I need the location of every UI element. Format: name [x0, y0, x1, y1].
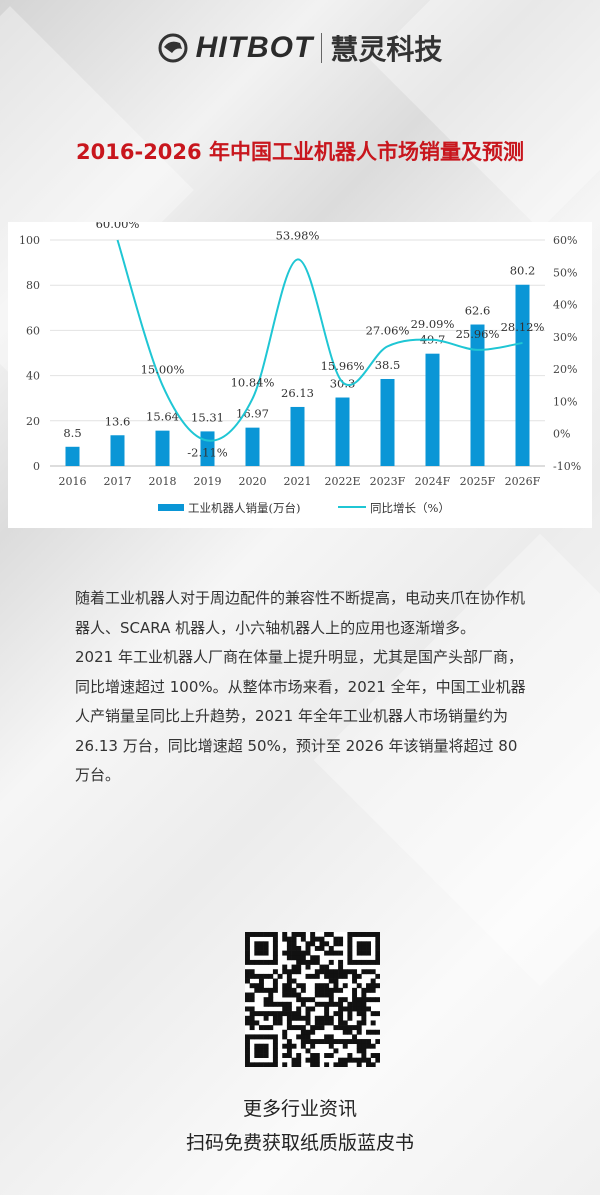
line-label: 15.96% — [321, 359, 365, 373]
bar — [290, 406, 305, 466]
x-axis-tick: 2023F — [370, 475, 406, 488]
x-axis-tick: 2025F — [460, 475, 496, 488]
bar-label: 80.2 — [510, 264, 536, 278]
left-axis-tick: 80 — [26, 279, 40, 292]
bar — [155, 430, 170, 466]
x-axis-tick: 2024F — [415, 475, 451, 488]
line-label: 28.12% — [501, 320, 545, 334]
x-axis-tick: 2016 — [59, 475, 87, 488]
bar-label: 15.64 — [146, 410, 179, 424]
legend-bar-swatch — [158, 504, 184, 511]
logo-divider — [321, 33, 323, 63]
x-axis-tick: 2022E — [324, 475, 360, 488]
bar-label: 62.6 — [465, 304, 491, 318]
legend-line-label: 同比增长（%） — [370, 501, 450, 515]
right-axis-tick: 60% — [553, 234, 577, 247]
right-axis-tick: 20% — [553, 363, 577, 376]
brand-name: HITBOT — [195, 31, 314, 64]
growth-line — [116, 239, 523, 442]
bar — [470, 324, 485, 466]
brand-name-cn: 慧灵科技 — [330, 33, 443, 66]
right-axis-tick: 40% — [553, 299, 577, 312]
bar — [515, 284, 530, 466]
line-label: 53.98% — [276, 228, 320, 242]
panther-logo-icon — [158, 33, 188, 63]
x-axis-tick: 2017 — [104, 475, 132, 488]
x-axis-tick: 2021 — [284, 475, 312, 488]
bar — [425, 353, 440, 466]
sales-chart: 0 20 40 60 80 100 -10% 0% 10% 20% 30% 40% 50% 60% 2016… — [19, 217, 581, 515]
right-axis-tick: 0% — [553, 428, 570, 441]
bar — [245, 427, 260, 466]
left-axis-tick: 20 — [26, 415, 40, 428]
line-label: 60.00% — [96, 222, 140, 231]
right-axis-tick: -10% — [553, 460, 581, 473]
line-label: 10.84% — [231, 376, 275, 390]
line-label: 25.96% — [456, 327, 500, 341]
bar-label: 15.31 — [191, 410, 224, 424]
page-title: 2016-2026 年中国工业机器人市场销量及预测 — [76, 140, 524, 164]
paragraph: 随着工业机器人对于周边配件的兼容性不断提高，电动夹爪在协作机器人、SCARA 机… — [75, 589, 526, 637]
bar-label: 38.5 — [375, 358, 401, 372]
paragraph: 2021 年工业机器人厂商在体量上提升明显，尤其是国产头部厂商，同比增速超过 1… — [75, 648, 526, 784]
right-axis-tick: 50% — [553, 266, 577, 279]
left-axis-tick: 100 — [19, 234, 40, 247]
left-axis-tick: 0 — [33, 460, 40, 473]
line-label: 15.00% — [141, 362, 185, 376]
left-axis-tick: 60 — [26, 324, 40, 337]
footer-line-2: 扫码免费获取纸质版蓝皮书 — [185, 1132, 414, 1154]
bar-label: 16.97 — [236, 407, 269, 421]
line-label: 29.09% — [411, 317, 455, 331]
bar — [65, 446, 80, 466]
left-axis-tick: 40 — [26, 370, 40, 383]
footer-line-1: 更多行业资讯 — [242, 1098, 357, 1120]
qr-code[interactable] — [245, 932, 381, 1068]
bar — [380, 378, 395, 466]
right-axis-tick: 30% — [553, 331, 577, 344]
x-axis-tick: 2026F — [505, 475, 541, 488]
right-axis-tick: 10% — [553, 395, 577, 408]
legend-bar-label: 工业机器人销量(万台) — [188, 501, 300, 515]
bar-label: 26.13 — [281, 386, 314, 400]
bar — [110, 435, 125, 466]
line-label: -2.11% — [187, 446, 227, 460]
bar — [335, 397, 350, 466]
logo: HITBOT 慧灵科技 — [0, 28, 600, 68]
bar-label: 8.5 — [63, 426, 81, 440]
x-axis-tick: 2020 — [239, 475, 267, 488]
x-axis-tick: 2018 — [149, 475, 177, 488]
bar-label: 13.6 — [105, 414, 131, 428]
article-body: 随着工业机器人对于周边配件的兼容性不断提高，电动夹爪在协作机器人、SCARA 机… — [75, 584, 535, 791]
line-label: 27.06% — [366, 323, 410, 337]
chart-panel: 0 20 40 60 80 100 -10% 0% 10% 20% 30% 40% 50% 60% 2016… — [8, 217, 592, 528]
x-axis-tick: 2019 — [194, 475, 222, 488]
